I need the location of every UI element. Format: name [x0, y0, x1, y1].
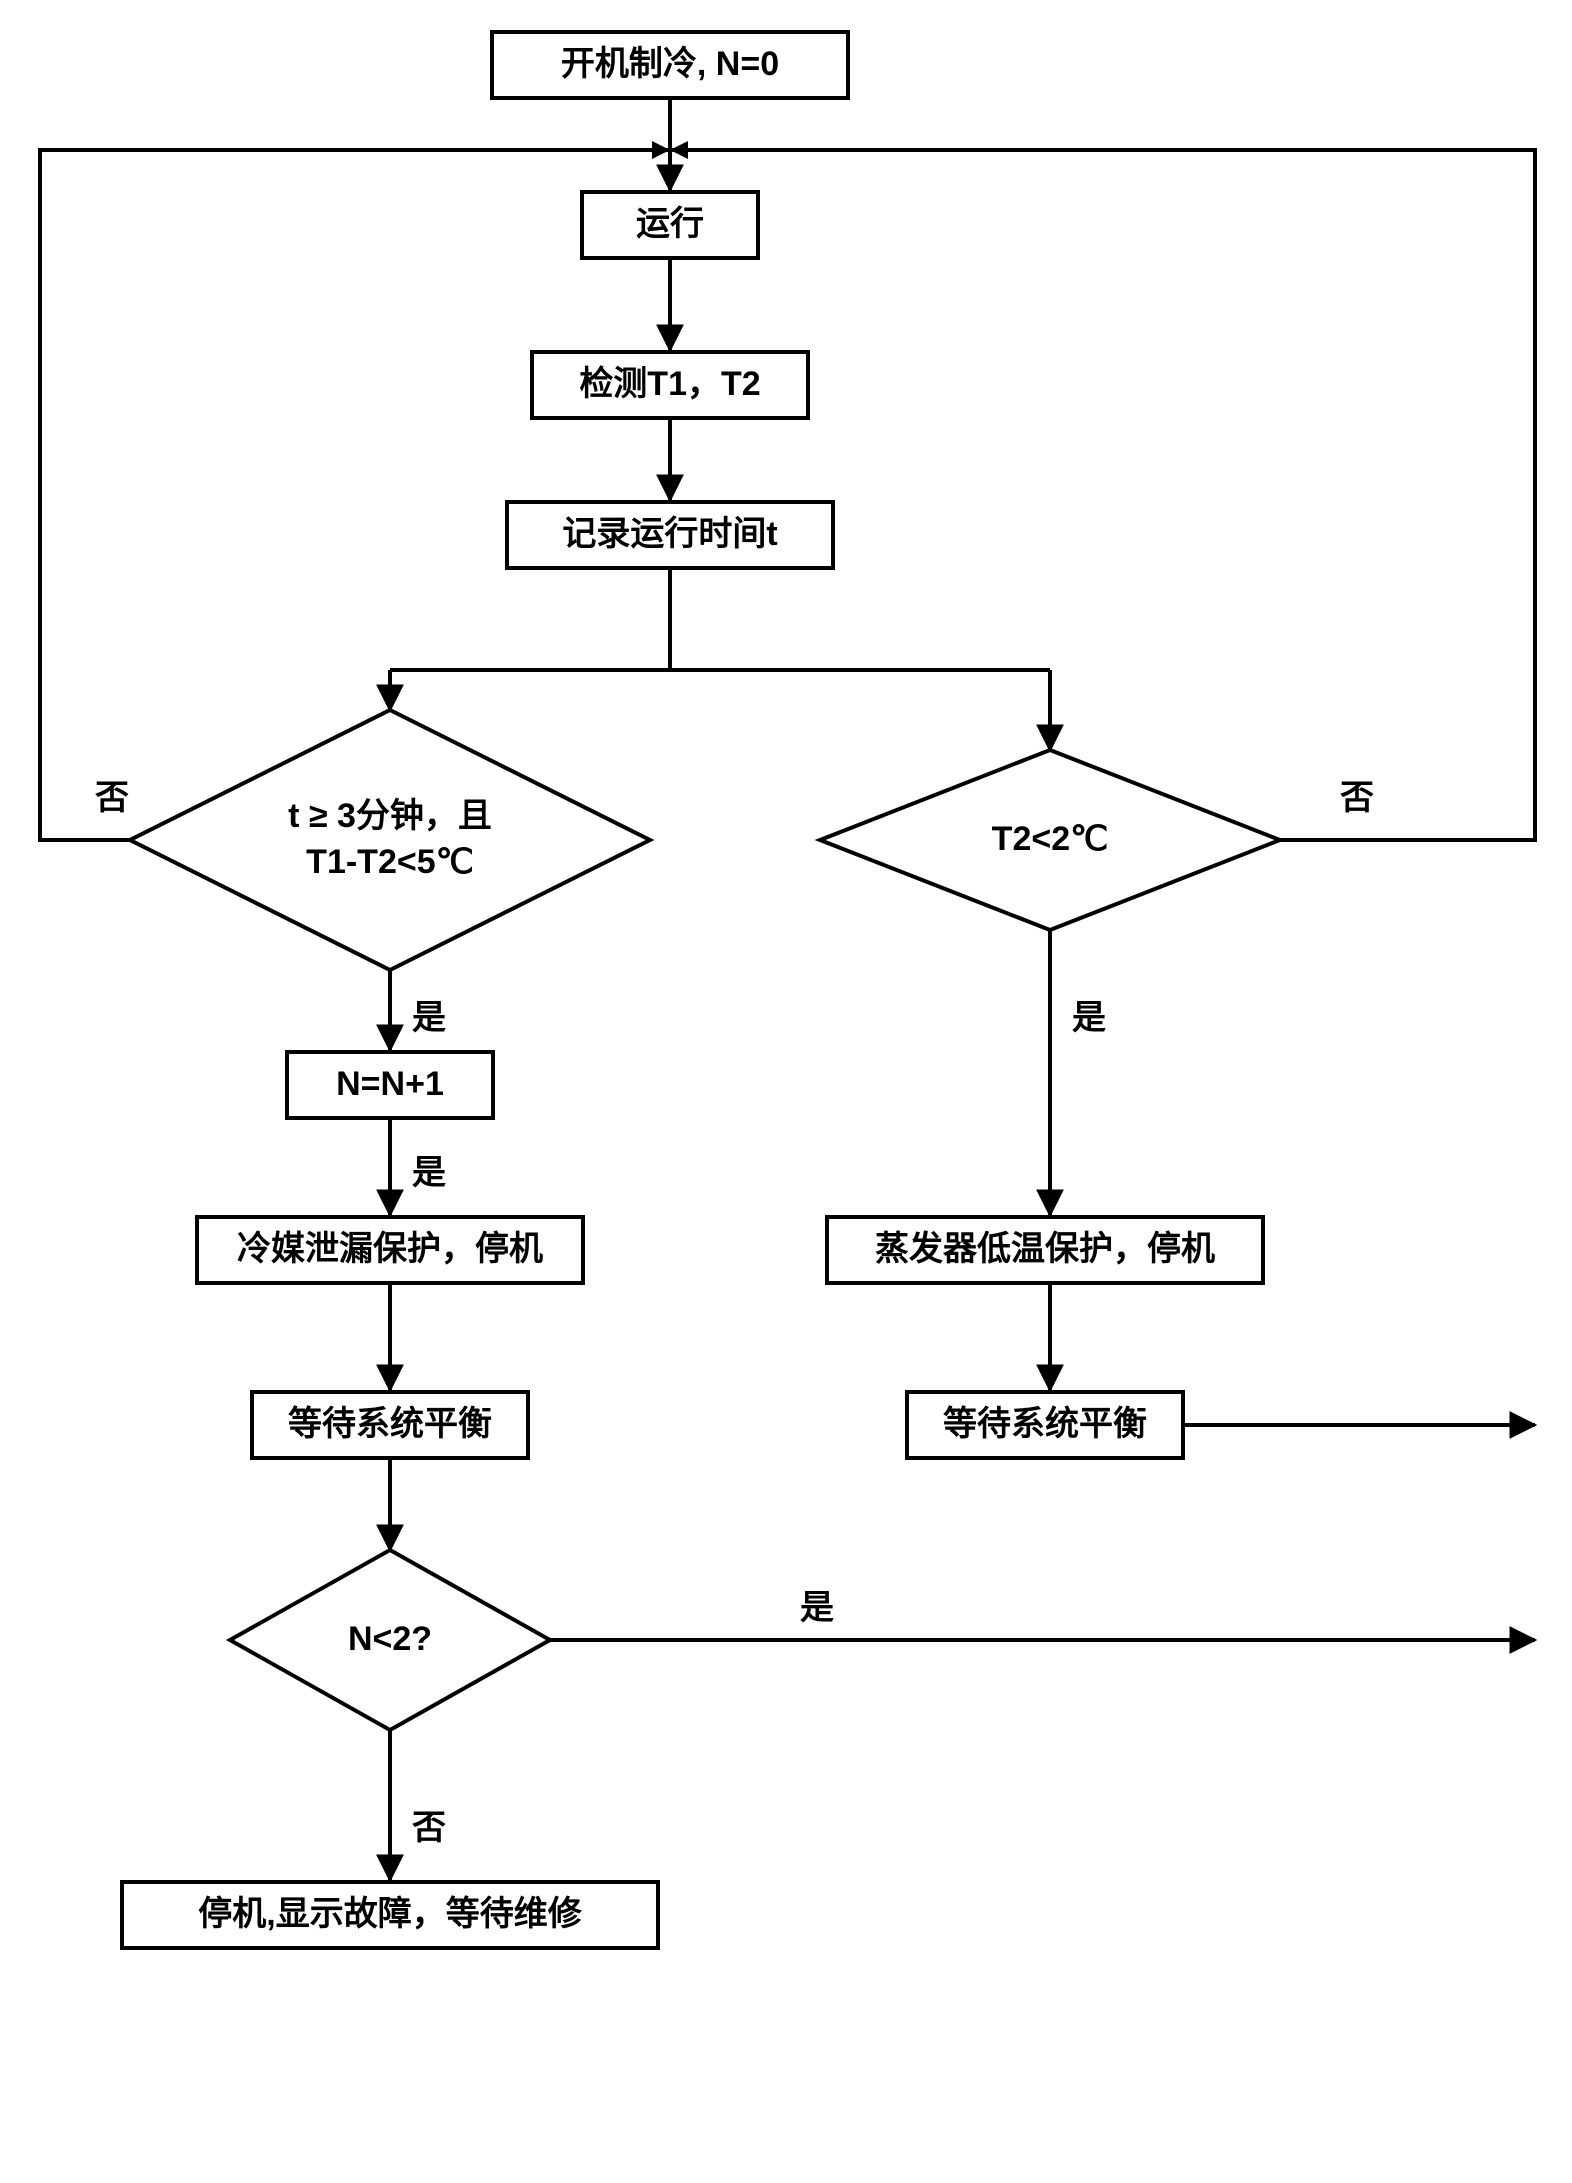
edge-label-yes2: 是 [1072, 990, 1106, 1039]
process-start: 开机制冷, N=0 [490, 30, 850, 100]
edge-layer [0, 0, 1572, 2183]
flowchart-canvas: 开机制冷, N=0 运行检测T1，T2 记录运行时间t t ≥ 3分钟，且 T1-T2… [0, 0, 1572, 2183]
process-wait1: 等待系统平衡 [250, 1390, 530, 1460]
decision-dec2: T2<2℃ [912, 777, 1188, 903]
process-record: 记录运行时间t [505, 500, 835, 570]
process-evap: 蒸发器低温保护，停机 [825, 1215, 1265, 1285]
edge-label-yes1b: 是 [412, 1145, 446, 1194]
process-inc: N=N+1 [285, 1050, 495, 1120]
edge-label-yes3: 是 [800, 1580, 834, 1629]
process-detect: 检测T1，T2 [530, 350, 810, 420]
edge-label-no3: 否 [412, 1800, 446, 1849]
edge [40, 150, 670, 840]
process-wait2: 等待系统平衡 [905, 1390, 1185, 1460]
edge-label-yes1: 是 [412, 990, 446, 1039]
process-run: 运行 [580, 190, 760, 260]
decision-dec3: N<2? [294, 1577, 486, 1703]
edge [670, 150, 1535, 840]
merge-junction-icon [652, 141, 688, 159]
edge-label-no1: 否 [95, 770, 129, 819]
edge-label-no2: 否 [1340, 770, 1374, 819]
process-leak: 冷媒泄漏保护，停机 [195, 1215, 585, 1285]
decision-dec1: t ≥ 3分钟，且 T1-T2<5℃ [234, 749, 546, 931]
process-fail: 停机,显示故障，等待维修 [120, 1880, 660, 1950]
